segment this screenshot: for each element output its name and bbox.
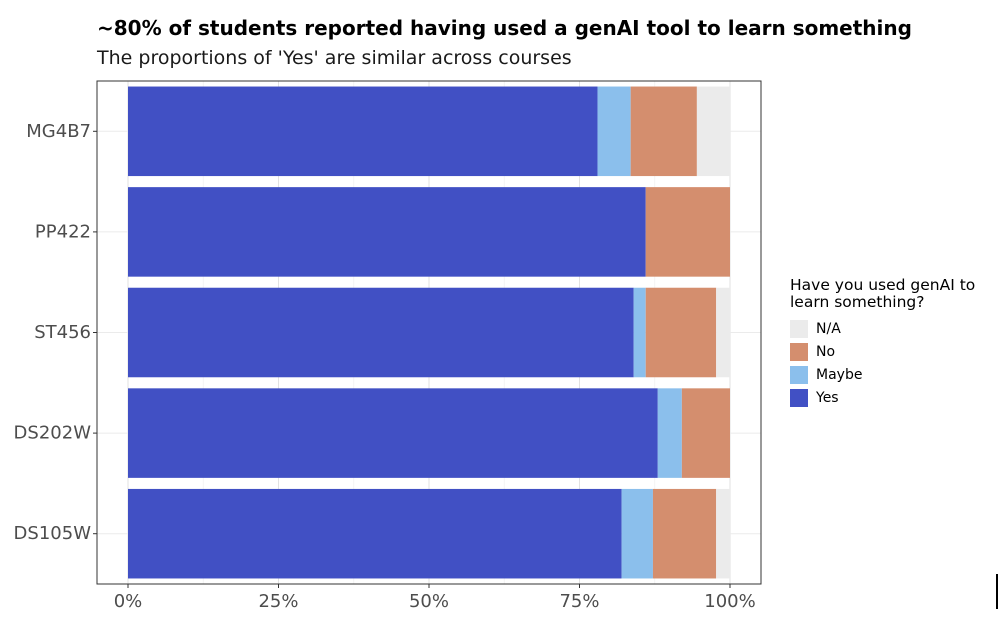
legend-item: Maybe bbox=[790, 363, 990, 386]
bar-yes bbox=[128, 488, 622, 579]
legend-swatch bbox=[790, 388, 808, 407]
bar-n-a bbox=[716, 488, 730, 579]
legend-item: No bbox=[790, 340, 990, 363]
x-tick-label: 75% bbox=[559, 591, 599, 612]
legend-title: Have you used genAI to learn something? bbox=[790, 276, 976, 311]
legend-swatch bbox=[790, 319, 808, 338]
bar-no bbox=[652, 488, 717, 579]
bar-no bbox=[645, 287, 717, 378]
legend-label: Yes bbox=[816, 389, 839, 406]
x-tick-label: 100% bbox=[704, 591, 755, 612]
y-tick-label: DS105W bbox=[14, 523, 92, 544]
bar-yes bbox=[128, 86, 598, 177]
legend-item: N/A bbox=[790, 317, 990, 340]
bar-maybe bbox=[621, 488, 653, 579]
legend-item: Yes bbox=[790, 386, 990, 409]
x-tick-label: 50% bbox=[409, 591, 449, 612]
bar-yes bbox=[128, 388, 658, 478]
legend-label: Maybe bbox=[816, 366, 863, 383]
legend-swatch bbox=[790, 365, 808, 384]
bar-yes bbox=[128, 287, 634, 378]
bar-maybe bbox=[657, 388, 682, 478]
x-tick-label: 0% bbox=[114, 591, 143, 612]
legend-label: N/A bbox=[816, 320, 841, 337]
bar-n-a bbox=[696, 86, 730, 177]
edge-marker bbox=[996, 574, 998, 609]
y-tick-label: PP422 bbox=[35, 221, 91, 242]
y-tick-label: ST456 bbox=[34, 322, 91, 343]
x-tick-label: 25% bbox=[258, 591, 298, 612]
legend-items: N/A No Maybe Yes bbox=[790, 317, 990, 409]
legend: Have you used genAI to learn something? … bbox=[790, 277, 990, 409]
y-tick-label: MG4B7 bbox=[26, 121, 91, 142]
bar-n-a bbox=[716, 287, 730, 378]
chart-title: ~80% of students reported having used a … bbox=[97, 16, 912, 40]
bar-yes bbox=[128, 187, 646, 277]
bar-maybe bbox=[633, 287, 646, 378]
bar-maybe bbox=[597, 86, 631, 177]
bar-no bbox=[645, 187, 730, 277]
legend-swatch bbox=[790, 342, 808, 361]
legend-label: No bbox=[816, 343, 836, 360]
bar-no bbox=[681, 388, 730, 478]
y-tick-label: DS202W bbox=[14, 423, 92, 444]
bar-no bbox=[630, 86, 697, 177]
chart-subtitle: The proportions of 'Yes' are similar acr… bbox=[97, 47, 572, 69]
